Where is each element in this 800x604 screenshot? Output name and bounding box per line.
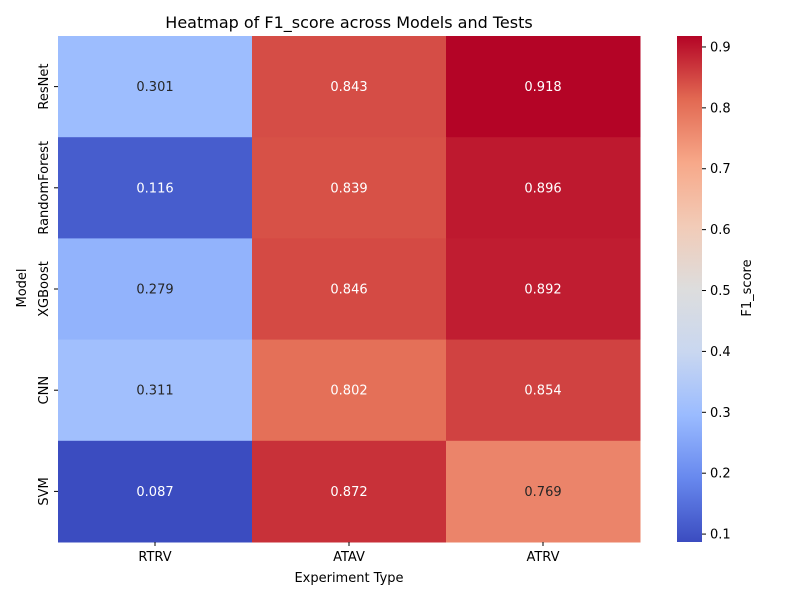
heatmap-cell	[446, 440, 641, 543]
heatmap-cell	[446, 339, 641, 442]
cell-value-label: 0.892	[524, 283, 561, 298]
cell-value-label: 0.839	[330, 181, 367, 196]
cell-value-label: 0.116	[136, 181, 173, 196]
heatmap-cell	[58, 36, 253, 138]
colorbar-tick-label: 0.8	[710, 101, 731, 116]
colorbar-tick-label: 0.4	[710, 345, 731, 360]
colorbar: 0.1 0.2 0.3 0.4 0.5 0.6 0.7 0.8 0.9	[677, 36, 731, 543]
heatmap-cell	[446, 36, 641, 138]
heatmap-cell	[252, 440, 447, 543]
cell-value-label: 0.854	[524, 384, 561, 399]
colorbar-gradient	[677, 36, 702, 542]
heatmap-cell	[446, 238, 641, 341]
cell-value-label: 0.769	[524, 485, 561, 500]
x-axis-label: Experiment Type	[294, 571, 403, 586]
y-axis: ResNet RandomForest XGBoost CNN SVM	[37, 64, 58, 506]
y-tick-label: ResNet	[37, 64, 52, 110]
x-tick-label: ATRV	[526, 550, 559, 565]
colorbar-tick-label: 0.3	[710, 406, 731, 421]
cell-value-label: 0.846	[330, 283, 367, 298]
cell-value-label: 0.843	[330, 80, 367, 95]
colorbar-tick-label: 0.2	[710, 467, 731, 482]
cell-value-label: 0.872	[330, 485, 367, 500]
y-tick-label: SVM	[37, 477, 52, 505]
x-axis: RTRV ATAV ATRV	[138, 542, 560, 565]
chart-title: Heatmap of F1_score across Models and Te…	[165, 13, 532, 33]
heatmap-cell	[252, 238, 447, 341]
cell-value-label: 0.311	[136, 384, 173, 399]
heatmap-cell	[446, 137, 641, 239]
cell-value-labels: 0.301 0.843 0.918 0.116 0.839 0.896 0.279 0.846…	[136, 80, 561, 500]
heatmap-cell	[58, 339, 253, 442]
heatmap-cell	[58, 238, 253, 341]
colorbar-tick-label: 0.1	[710, 528, 731, 543]
cell-value-label: 0.896	[524, 181, 561, 196]
colorbar-tick-label: 0.5	[710, 284, 731, 299]
x-tick-label: ATAV	[333, 550, 365, 565]
heatmap-cell	[252, 36, 447, 138]
cell-value-label: 0.301	[136, 80, 173, 95]
colorbar-tick-label: 0.9	[710, 40, 731, 55]
y-axis-label: Model	[15, 268, 30, 307]
y-tick-label: CNN	[37, 376, 52, 405]
y-tick-label: RandomForest	[37, 141, 52, 235]
cell-value-label: 0.087	[136, 485, 173, 500]
colorbar-label: F1_score	[740, 259, 755, 316]
heatmap-cell	[252, 339, 447, 442]
cell-value-label: 0.918	[524, 80, 561, 95]
colorbar-tick-label: 0.7	[710, 162, 731, 177]
x-tick-label: RTRV	[138, 550, 171, 565]
cell-value-label: 0.279	[136, 283, 173, 298]
heatmap-cell	[58, 440, 253, 543]
heatmap-cell	[252, 137, 447, 239]
cell-value-label: 0.802	[330, 384, 367, 399]
heatmap-cell	[58, 137, 253, 239]
y-tick-label: XGBoost	[37, 261, 52, 317]
colorbar-tick-label: 0.6	[710, 223, 731, 238]
heatmap-cells	[58, 36, 641, 543]
